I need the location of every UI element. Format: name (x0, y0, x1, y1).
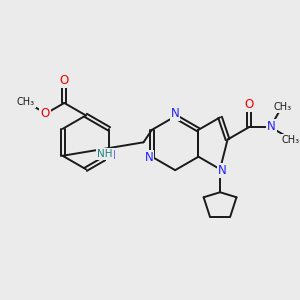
Text: CH₃: CH₃ (281, 134, 300, 145)
Text: N: N (218, 164, 226, 177)
Text: O: O (244, 98, 254, 112)
Text: N: N (171, 107, 179, 120)
Text: O: O (60, 74, 69, 87)
Text: N: N (107, 149, 116, 162)
Text: CH₃: CH₃ (17, 97, 35, 107)
Text: N: N (145, 151, 153, 164)
Text: O: O (40, 107, 50, 120)
Text: NH: NH (97, 149, 113, 159)
Text: N: N (267, 120, 276, 133)
Text: CH₃: CH₃ (274, 102, 292, 112)
